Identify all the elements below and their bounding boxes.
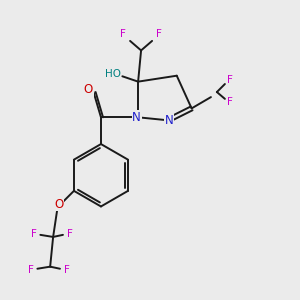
Text: N: N bbox=[132, 111, 141, 124]
Text: F: F bbox=[67, 229, 72, 239]
Text: F: F bbox=[156, 29, 162, 39]
Text: O: O bbox=[84, 83, 93, 97]
Text: O: O bbox=[54, 198, 64, 211]
Text: HO: HO bbox=[105, 69, 121, 79]
Text: F: F bbox=[227, 98, 233, 107]
Text: F: F bbox=[64, 265, 69, 275]
Text: N: N bbox=[165, 114, 174, 127]
Text: F: F bbox=[120, 29, 126, 39]
Text: F: F bbox=[28, 265, 34, 275]
Text: F: F bbox=[31, 229, 37, 239]
Text: F: F bbox=[227, 75, 233, 85]
